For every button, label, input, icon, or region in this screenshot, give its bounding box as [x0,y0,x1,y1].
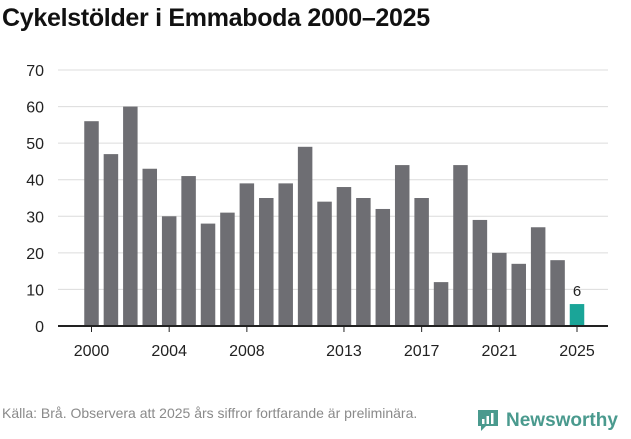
newsworthy-logo-icon [478,410,498,431]
y-tick-label-40: 40 [26,173,44,190]
bar-2015 [375,208,391,326]
bar-2003 [142,168,158,326]
bar-2004 [161,216,177,326]
bar-2018 [433,282,449,326]
y-tick-label-10: 10 [26,282,44,299]
bar-2024 [550,260,565,326]
x-tick-label-2025: 2025 [559,343,595,360]
x-tick-label-2013: 2013 [326,343,362,360]
bar-2017 [414,198,429,326]
brand-name: Newsworthy [506,410,618,431]
x-tick-label-2008: 2008 [229,343,265,360]
y-tick-label-0: 0 [35,319,44,336]
bar-2022 [511,263,526,326]
bar-2019 [453,165,468,326]
bar-2002 [123,106,138,326]
bar-2016 [394,165,410,326]
bar-2000 [84,121,99,326]
bar-2021 [492,252,507,326]
bar-2006 [200,223,216,326]
x-tick-label-2021: 2021 [482,343,518,360]
y-tick-label-30: 30 [26,209,44,226]
bar-2020 [472,219,488,326]
bar-2014 [356,198,371,326]
bar-2023 [530,227,546,326]
bar-2009 [259,198,274,326]
bar-2001 [103,154,119,326]
bar-2007 [220,212,235,326]
bar-2025 [569,304,585,326]
x-tick-label-2017: 2017 [404,343,440,360]
bar-2010 [278,183,293,326]
chart-title: Cykelstölder i Emmaboda 2000–2025 [2,4,430,32]
brand-logo[interactable]: Newsworthy [476,408,618,434]
bar-chart: 0 10 20 30 40 50 60 70 6 2000 2004 2008 2013 2017 2021… [26,63,608,360]
x-tick-label-2004: 2004 [151,343,187,360]
bar-2011 [297,146,313,326]
y-tick-label-70: 70 [26,63,44,80]
bar-2005 [181,176,196,326]
bar-2008 [239,183,255,326]
bar-2012 [317,201,332,326]
y-tick-label-20: 20 [26,246,44,263]
y-tick-label-50: 50 [26,136,44,153]
data-label-2025: 6 [573,283,581,300]
y-tick-label-60: 60 [26,100,44,117]
source-note: Källa: Brå. Observera att 2025 års siffr… [2,405,418,421]
bar-2013 [336,187,352,326]
x-tick-label-2000: 2000 [74,343,110,360]
